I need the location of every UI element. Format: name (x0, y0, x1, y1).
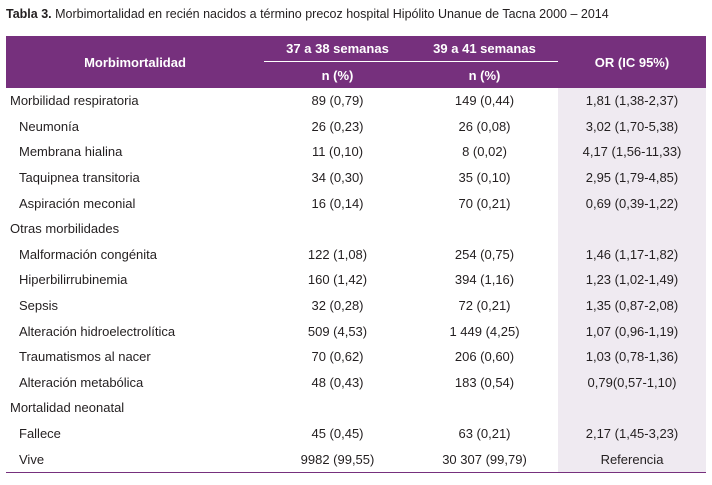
row-label: Sepsis (19, 298, 59, 314)
cell-39-41: 72 (0,21) (458, 298, 511, 314)
row-label: Mortalidad neonatal (10, 400, 125, 416)
table-row: Morbilidad respiratoria 89 (0,79) 149 (0,4… (6, 88, 706, 114)
cell-37-38: 11 (0,10) (311, 144, 364, 160)
cell-or (558, 395, 706, 421)
cell-or: 0,69 (0,39-1,22) (558, 190, 706, 216)
subheader-n-percent-1: n (%) (264, 61, 411, 88)
row-label: Vive (6, 446, 264, 473)
cell-37-38: 45 (0,45) (311, 426, 364, 442)
row-label: Aspiración meconial (19, 195, 136, 211)
cell-or: 3,02 (1,70-5,38) (558, 113, 706, 140)
table-row: Aspiración meconial 16 (0,14) 70 (0,21) 0,6… (6, 190, 706, 216)
table-row: Otras morbilidades (6, 215, 706, 242)
cell-39-41: 35 (0,10) (458, 170, 511, 186)
header-or-ic: OR (IC 95%) (558, 36, 706, 88)
cell-or: 2,95 (1,79-4,85) (558, 164, 706, 191)
row-label: Fallece (19, 426, 61, 442)
cell-37-38 (264, 395, 411, 421)
table-body: Morbilidad respiratoria 89 (0,79) 149 (0,4… (6, 88, 706, 473)
cell-or: 4,17 (1,56-11,33) (558, 139, 706, 165)
cell-37-38: 509 (4,53) (307, 323, 368, 339)
table-row: Membrana hialina 11 (0,10) 8 (0,02) 4,17 (1… (6, 139, 706, 165)
cell-or: 1,03 (0,78-1,36) (558, 343, 706, 370)
table-row: Alteración metabólica 48 (0,43) 183 (0,54)… (6, 369, 706, 396)
caption-text: Morbimortalidad en recién nacidos a térm… (55, 7, 609, 21)
cell-37-38: 9982 (99,55) (264, 446, 411, 473)
row-label: Hiperbilirrubinemia (19, 272, 128, 288)
table-row: Sepsis 32 (0,28) 72 (0,21) 1,35 (0,87-2,08) (6, 292, 706, 319)
cell-39-41: 26 (0,08) (458, 118, 511, 134)
cell-39-41: 8 (0,02) (462, 144, 507, 160)
cell-37-38: 16 (0,14) (311, 195, 364, 211)
cell-39-41: 63 (0,21) (458, 426, 511, 442)
header-39-41-weeks: 39 a 41 semanas (411, 36, 558, 62)
table-row: Hiperbilirrubinemia 160 (1,42) 394 (1,16) 1… (6, 267, 706, 293)
caption-label: Tabla 3. (6, 7, 52, 21)
cell-37-38: 48 (0,43) (311, 374, 364, 390)
row-label: Otras morbilidades (10, 221, 120, 237)
table-row: Neumonía 26 (0,23) 26 (0,08) 3,02 (1,70-5,3… (6, 113, 706, 140)
table-row: Vive 9982 (99,55) 30 307 (99,79) Referencia (6, 446, 706, 473)
table-caption: Tabla 3. Morbimortalidad en recién nacid… (6, 7, 609, 21)
cell-or: 2,17 (1,45-3,23) (558, 420, 706, 447)
table-row: Mortalidad neonatal (6, 395, 706, 421)
cell-or: 0,79(0,57-1,10) (558, 369, 706, 396)
cell-or: 1,23 (1,02-1,49) (558, 267, 706, 293)
cell-or: Referencia (558, 446, 706, 473)
table-row: Traumatismos al nacer 70 (0,62) 206 (0,60)… (6, 343, 706, 370)
row-label: Alteración metabólica (19, 374, 144, 390)
cell-37-38: 32 (0,28) (311, 298, 364, 314)
cell-or: 1,81 (1,38-2,37) (558, 88, 706, 114)
subheader-n-percent-2: n (%) (411, 61, 558, 88)
cell-37-38: 89 (0,79) (311, 93, 364, 109)
cell-39-41: 149 (0,44) (454, 93, 515, 109)
cell-37-38: 34 (0,30) (311, 170, 364, 186)
row-label: Membrana hialina (19, 144, 123, 160)
cell-39-41: 70 (0,21) (458, 195, 511, 211)
cell-39-41: 254 (0,75) (454, 246, 515, 262)
cell-37-38: 160 (1,42) (307, 272, 368, 288)
row-label: Malformación congénita (19, 246, 158, 262)
cell-37-38: 122 (1,08) (307, 246, 368, 262)
cell-37-38 (264, 216, 411, 242)
cell-39-41: 30 307 (99,79) (411, 446, 558, 473)
cell-or (558, 215, 706, 242)
cell-39-41 (411, 216, 558, 242)
cell-39-41 (411, 395, 558, 421)
morbimortality-table: Morbimortalidad 37 a 38 semanas 39 a 41 … (6, 36, 706, 473)
cell-37-38: 70 (0,62) (311, 349, 364, 365)
table-row: Taquipnea transitoria 34 (0,30) 35 (0,10) 2… (6, 164, 706, 191)
header-37-38-weeks: 37 a 38 semanas (264, 36, 411, 62)
row-label: Traumatismos al nacer (19, 349, 151, 365)
row-label: Taquipnea transitoria (19, 170, 140, 186)
cell-37-38: 26 (0,23) (311, 118, 364, 134)
row-label: Neumonía (19, 118, 79, 134)
cell-or: 1,07 (0,96-1,19) (558, 318, 706, 344)
table-row: Malformación congénita 122 (1,08) 254 (0,7… (6, 241, 706, 268)
table-row: Alteración hidroelectrolítica 509 (4,53) 1… (6, 318, 706, 344)
row-label: Alteración hidroelectrolítica (19, 323, 176, 339)
cell-or: 1,35 (0,87-2,08) (558, 292, 706, 319)
row-label: Morbilidad respiratoria (10, 93, 139, 109)
table-header: Morbimortalidad 37 a 38 semanas 39 a 41 … (6, 36, 706, 88)
cell-39-41: 1 449 (4,25) (449, 323, 520, 339)
cell-or: 1,46 (1,17-1,82) (558, 241, 706, 268)
cell-39-41: 183 (0,54) (454, 374, 515, 390)
header-morbimortalidad: Morbimortalidad (6, 36, 264, 88)
cell-39-41: 206 (0,60) (454, 349, 515, 365)
table-row: Fallece 45 (0,45) 63 (0,21) 2,17 (1,45-3,23… (6, 420, 706, 447)
cell-39-41: 394 (1,16) (454, 272, 515, 288)
